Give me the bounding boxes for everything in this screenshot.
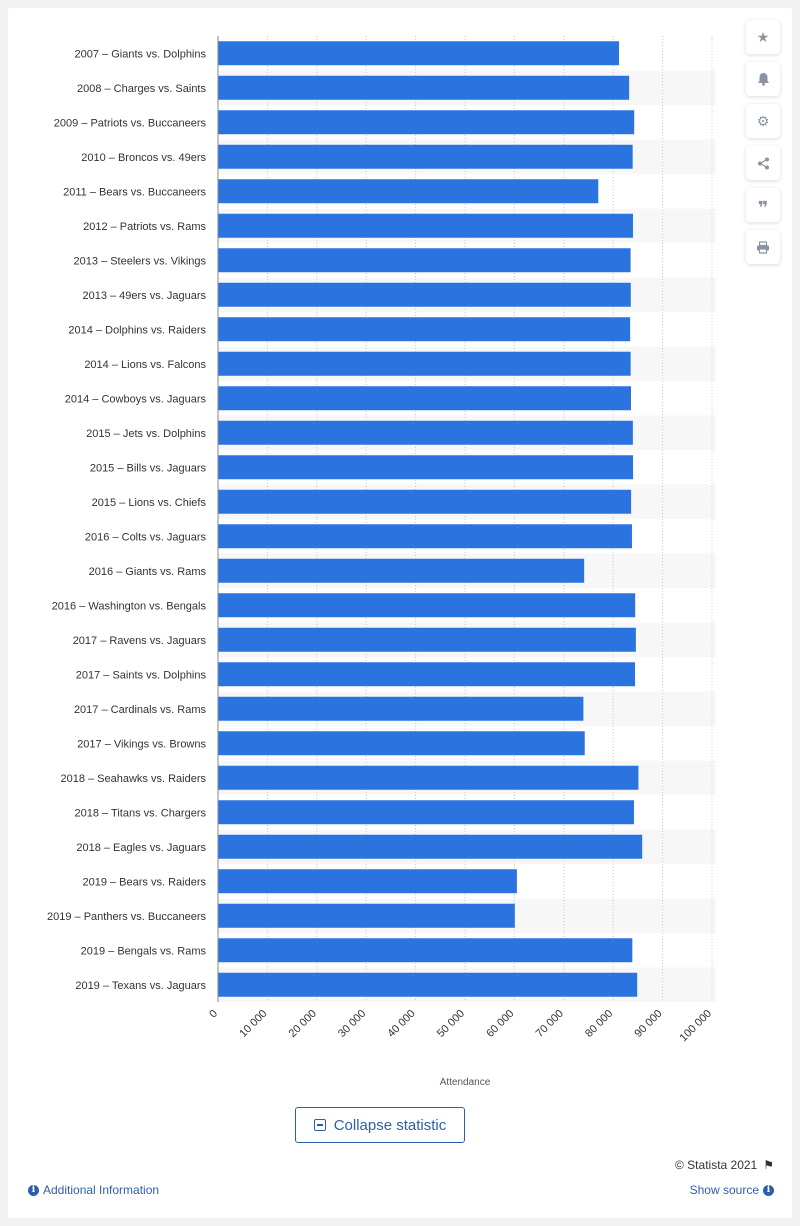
bar (218, 248, 631, 273)
category-label: 2014 – Cowboys vs. Jaguars (65, 393, 207, 405)
bar (218, 455, 634, 480)
bar (218, 420, 633, 445)
show-source-link[interactable]: Show source i (690, 1183, 774, 1197)
x-tick-label: 100 000 (678, 1008, 715, 1045)
share-button[interactable] (746, 146, 780, 180)
x-tick-label: 70 000 (534, 1008, 566, 1040)
bar (218, 938, 633, 963)
category-label: 2011 – Bears vs. Buccaneers (63, 186, 206, 198)
bar (218, 903, 515, 928)
x-tick-label: 0 (207, 1008, 220, 1021)
bar (218, 41, 620, 66)
category-label: 2019 – Bengals vs. Rams (81, 945, 207, 957)
x-tick-label: 60 000 (484, 1008, 516, 1040)
category-label: 2010 – Broncos vs. 49ers (81, 152, 206, 164)
share-icon (757, 157, 769, 169)
star-icon: ★ (756, 28, 770, 45)
x-tick-label: 90 000 (632, 1008, 664, 1040)
flag-icon[interactable]: ⚑ (763, 1158, 774, 1172)
bell-icon (757, 73, 769, 86)
bar (218, 765, 639, 790)
category-label: 2018 – Titans vs. Chargers (75, 807, 207, 819)
copyright: © Statista 2021 ⚑ (675, 1158, 774, 1172)
cite-button[interactable]: ❞ (746, 188, 780, 222)
category-label: 2013 – 49ers vs. Jaguars (82, 290, 206, 302)
x-tick-label: 20 000 (287, 1008, 319, 1040)
x-axis-title: Attendance (440, 1077, 491, 1088)
category-label: 2016 – Colts vs. Jaguars (85, 531, 207, 543)
notification-button[interactable] (746, 62, 780, 96)
bar (218, 593, 636, 618)
settings-button[interactable]: ⚙ (746, 104, 780, 138)
category-label: 2016 – Washington vs. Bengals (52, 600, 207, 612)
x-tick-label: 40 000 (385, 1008, 417, 1040)
category-label: 2015 – Bills vs. Jaguars (90, 462, 207, 474)
bar (218, 144, 633, 169)
category-label: 2014 – Dolphins vs. Raiders (68, 324, 206, 336)
bar (218, 869, 517, 894)
bar (218, 179, 599, 204)
category-label: 2012 – Patriots vs. Rams (83, 221, 206, 233)
x-tick-label: 80 000 (583, 1008, 615, 1040)
category-label: 2008 – Charges vs. Saints (77, 83, 207, 95)
gear-icon: ⚙ (756, 112, 770, 129)
category-label: 2015 – Jets vs. Dolphins (86, 428, 206, 440)
bar (218, 75, 630, 100)
print-icon (757, 240, 769, 254)
bar-chart: 2007 – Giants vs. Dolphins 2008 – Charges… (47, 36, 716, 1088)
bar (218, 282, 631, 307)
bar (218, 627, 636, 652)
x-tick-label: 10 000 (237, 1008, 269, 1040)
category-label: 2017 – Saints vs. Dolphins (76, 669, 207, 681)
bar (218, 317, 631, 342)
info-icon: i (763, 1184, 774, 1196)
bar (218, 558, 585, 583)
category-label: 2013 – Steelers vs. Vikings (74, 255, 207, 267)
additional-information-link[interactable]: i Additional Information (28, 1183, 159, 1197)
category-label: 2009 – Patriots vs. Buccaneers (54, 117, 207, 129)
bar (218, 662, 636, 687)
category-label: 2018 – Seahawks vs. Raiders (60, 773, 206, 785)
x-tick-label: 50 000 (435, 1008, 467, 1040)
category-label: 2017 – Vikings vs. Browns (77, 738, 206, 750)
favorite-button[interactable]: ★ (746, 20, 780, 54)
bar (218, 524, 632, 549)
collapse-label: Collapse statistic (333, 1116, 447, 1134)
bar (218, 110, 635, 135)
category-label: 2019 – Texans vs. Jaguars (75, 980, 206, 992)
bar (218, 351, 631, 376)
show-source-label: Show source (689, 1183, 759, 1197)
collapse-statistic-button[interactable]: Collapse statistic (295, 1107, 465, 1143)
collapse-icon (313, 1119, 326, 1131)
x-tick-label: 30 000 (336, 1008, 368, 1040)
bar (218, 213, 633, 238)
bar (218, 800, 634, 825)
bar (218, 972, 638, 997)
category-label: 2007 – Giants vs. Dolphins (75, 48, 207, 60)
bar (218, 489, 632, 514)
category-label: 2017 – Ravens vs. Jaguars (73, 635, 207, 647)
copyright-text: © Statista 2021 (675, 1158, 758, 1172)
info-icon: i (28, 1184, 39, 1196)
category-label: 2018 – Eagles vs. Jaguars (76, 842, 206, 854)
bar (218, 834, 643, 859)
quote-icon: ❞ (757, 198, 769, 218)
print-button[interactable] (746, 230, 780, 264)
category-label: 2019 – Bears vs. Raiders (82, 876, 206, 888)
category-label: 2017 – Cardinals vs. Rams (74, 704, 207, 716)
category-label: 2014 – Lions vs. Falcons (84, 359, 206, 371)
category-label: 2019 – Panthers vs. Buccaneers (47, 911, 206, 923)
category-label: 2016 – Giants vs. Rams (89, 566, 207, 578)
additional-information-label: Additional Information (43, 1183, 160, 1197)
bar (218, 731, 585, 756)
side-toolbar: ★ ⚙ ❞ (746, 20, 780, 272)
bar (218, 696, 584, 721)
bar (218, 386, 631, 411)
category-label: 2015 – Lions vs. Chiefs (92, 497, 207, 509)
